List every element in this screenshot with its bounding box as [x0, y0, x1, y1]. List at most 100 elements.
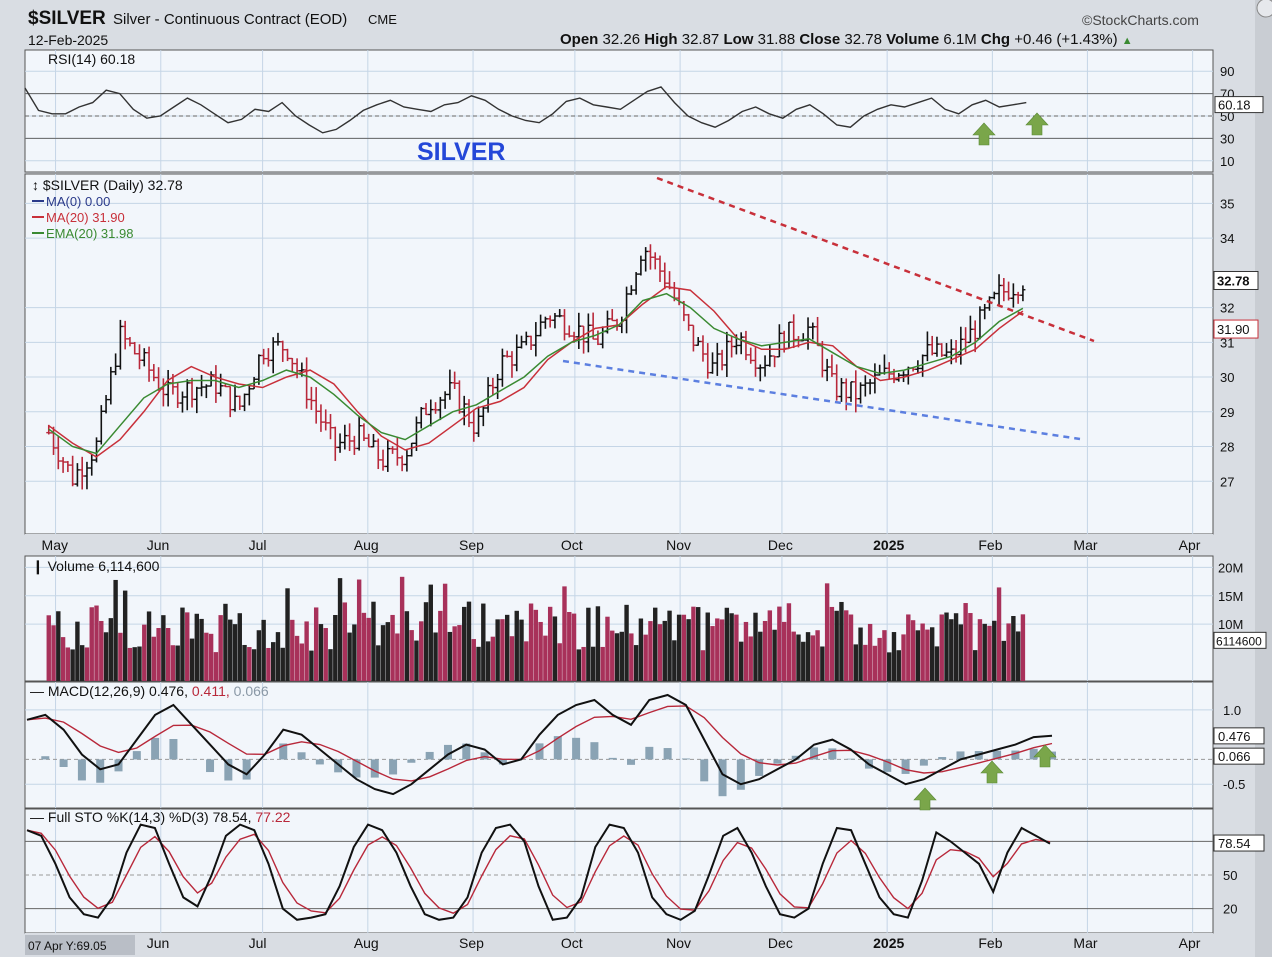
ma20-line — [48, 285, 1024, 458]
volume-bar — [715, 618, 720, 681]
price-bars — [46, 244, 1026, 490]
macd-hist-bar — [553, 736, 562, 760]
volume-bar — [953, 613, 959, 681]
volume-tick-label: 15M — [1218, 589, 1243, 604]
volume-bar — [509, 636, 515, 681]
rsi-tick-label: 30 — [1220, 131, 1234, 146]
volume-bar — [996, 587, 1002, 681]
volume-bar — [99, 620, 104, 681]
volume-bar — [848, 614, 854, 681]
volume-bar — [447, 631, 453, 681]
volume-bar — [151, 636, 157, 681]
sto-label-name: — Full STO %K(14,3) %D(3) — [30, 809, 213, 825]
volume-bar — [1006, 623, 1011, 681]
volume-bar — [127, 647, 133, 681]
volume-bar — [844, 610, 849, 681]
macd-signal-line — [26, 705, 1053, 782]
rsi-panel-frame — [24, 49, 1214, 173]
volume-bar — [552, 616, 558, 681]
bottom-month-label: 2025 — [873, 935, 904, 951]
volume-bar — [466, 601, 472, 681]
volume-bar — [839, 601, 844, 681]
sto-value-d: 77.22 — [255, 809, 290, 825]
volume-bar — [906, 614, 911, 681]
volume-bar — [944, 612, 949, 681]
macd-hist-bar — [700, 759, 709, 782]
macd-hist-bar — [242, 759, 251, 780]
ma-price-tag — [1213, 319, 1259, 339]
open-label: Open — [560, 31, 599, 48]
symbol-title: $SILVER — [28, 8, 106, 29]
macd-hist-bar — [590, 742, 599, 760]
silver-annotation: SILVER — [417, 138, 506, 166]
volume-bar — [920, 623, 925, 681]
macd-hist-bar — [883, 759, 892, 772]
bottom-month-label: Oct — [561, 935, 583, 951]
macd-hist-bar — [755, 759, 764, 776]
volume-bar — [528, 603, 534, 681]
low-label: Low — [723, 31, 754, 48]
window-close-icon[interactable] — [1256, 0, 1272, 18]
macd-value-tag-text: 0.476 — [1218, 729, 1251, 744]
macd-hist-bar — [352, 759, 361, 778]
bottom-date-axis — [25, 933, 1213, 955]
volume-bar — [681, 614, 687, 681]
macd-up-arrow-1 — [913, 787, 937, 811]
bottom-month-label: Apr — [1179, 935, 1201, 951]
sto-d-line — [26, 829, 1051, 914]
volume-bar — [729, 613, 734, 681]
open-value: 32.26 — [602, 31, 641, 48]
volume-bar — [380, 625, 386, 681]
macd-histogram — [41, 736, 1056, 797]
ma-price-tag-text: 31.90 — [1217, 322, 1250, 337]
volume-bar — [204, 632, 209, 681]
volume-bar — [547, 606, 553, 681]
volume-bar — [538, 621, 543, 681]
macd-hist-bar — [1011, 750, 1020, 760]
sto-tick-label: 20 — [1223, 902, 1237, 917]
bottom-month-label: Feb — [978, 935, 1002, 951]
volume-value: 6.1M — [943, 31, 977, 48]
macd-value-3: 0.066 — [234, 683, 269, 699]
macd-hist-bar — [901, 759, 910, 774]
volume-label: Volume — [886, 31, 940, 48]
volume-bar — [1020, 614, 1026, 681]
month-label: Mar — [1073, 537, 1097, 553]
volume-bar — [791, 631, 796, 681]
macd-hist-bar — [828, 748, 837, 760]
macd-value-2: 0.411, — [192, 683, 234, 699]
volume-bar — [75, 621, 80, 681]
volume-bar — [409, 630, 414, 681]
macd-hist-bar — [59, 759, 68, 767]
macd-hist-bar — [443, 744, 452, 760]
volume-bar — [610, 630, 615, 681]
volume-bar — [232, 624, 238, 681]
macd-hist-bar — [480, 752, 489, 760]
volume-bar — [132, 647, 137, 681]
macd-hist-bar — [938, 757, 947, 760]
volume-bar — [137, 646, 142, 681]
volume-bar — [414, 640, 419, 681]
volume-bar — [390, 614, 395, 681]
bottom-month-label: Jul — [249, 935, 267, 951]
volume-bar — [863, 644, 868, 681]
close-price-tag-text: 32.78 — [1217, 273, 1250, 288]
month-label: Feb — [978, 537, 1002, 553]
contract-name: Silver - Continuous Contract (EOD) — [113, 11, 348, 28]
rsi-label: RSI(14) 60.18 — [48, 51, 135, 67]
volume-bar — [605, 616, 610, 681]
volume-bar — [256, 630, 262, 681]
volume-bar — [1015, 631, 1021, 681]
sto-value-tag-text: 78.54 — [1218, 836, 1251, 851]
volume-tick-label: 20M — [1218, 560, 1243, 575]
chart-date: 12-Feb-2025 — [28, 32, 109, 48]
macd-hist-bar — [736, 759, 745, 790]
volume-bar — [786, 603, 792, 681]
right-scroll-strip — [1255, 0, 1272, 957]
volume-bar — [676, 614, 682, 681]
volume-bar — [619, 631, 624, 681]
sto-tick-label: 50 — [1223, 868, 1237, 883]
volume-bar — [710, 626, 715, 681]
brand-logo[interactable]: ©StockCharts.com — [1082, 12, 1199, 28]
volume-bar — [65, 647, 71, 681]
